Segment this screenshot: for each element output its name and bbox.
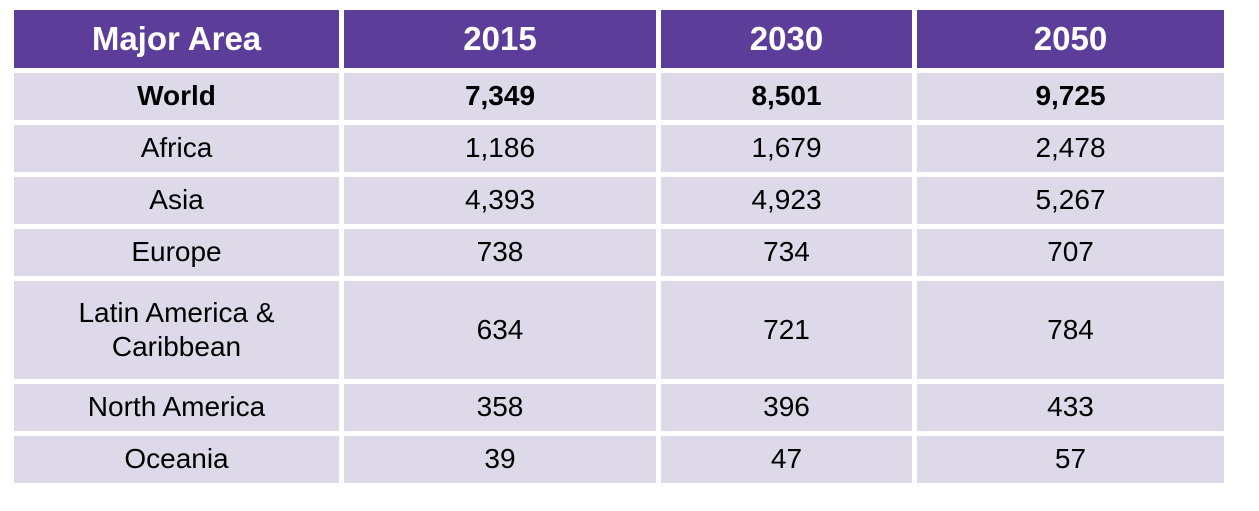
value-2030: 4,923	[661, 177, 912, 224]
area-label: World	[14, 73, 339, 120]
column-header-major-area: Major Area	[14, 10, 339, 68]
value-2030: 1,679	[661, 125, 912, 172]
value-2030: 734	[661, 229, 912, 276]
value-2015: 358	[344, 384, 656, 431]
value-2030: 8,501	[661, 73, 912, 120]
area-label: Asia	[14, 177, 339, 224]
column-header-2015: 2015	[344, 10, 656, 68]
value-2050: 9,725	[917, 73, 1224, 120]
area-label: Oceania	[14, 436, 339, 483]
value-2015: 1,186	[344, 125, 656, 172]
value-2030: 396	[661, 384, 912, 431]
area-label: Latin America & Caribbean	[14, 281, 339, 379]
value-2050: 2,478	[917, 125, 1224, 172]
population-table: Major Area 2015 2030 2050 World 7,349 8,…	[14, 10, 1224, 483]
column-header-2050: 2050	[917, 10, 1224, 68]
area-label: Africa	[14, 125, 339, 172]
value-2015: 39	[344, 436, 656, 483]
value-2050: 433	[917, 384, 1224, 431]
value-2015: 7,349	[344, 73, 656, 120]
area-label: Europe	[14, 229, 339, 276]
area-label: North America	[14, 384, 339, 431]
value-2015: 738	[344, 229, 656, 276]
value-2030: 721	[661, 281, 912, 379]
value-2050: 707	[917, 229, 1224, 276]
value-2050: 57	[917, 436, 1224, 483]
value-2030: 47	[661, 436, 912, 483]
value-2050: 5,267	[917, 177, 1224, 224]
value-2015: 634	[344, 281, 656, 379]
value-2050: 784	[917, 281, 1224, 379]
column-header-2030: 2030	[661, 10, 912, 68]
value-2015: 4,393	[344, 177, 656, 224]
